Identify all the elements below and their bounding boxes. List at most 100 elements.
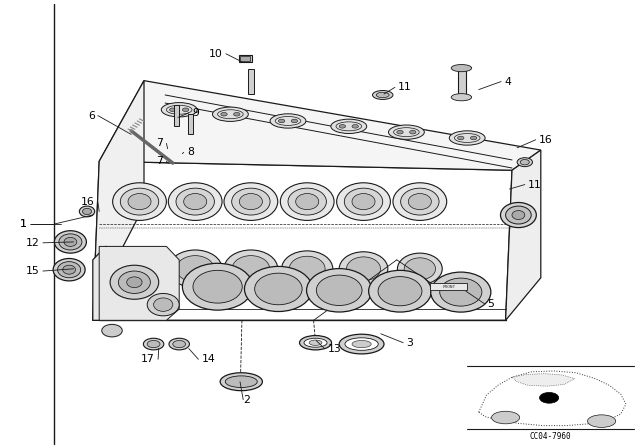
- Text: 1: 1: [20, 219, 27, 229]
- Text: 10: 10: [209, 49, 223, 59]
- Ellipse shape: [346, 257, 381, 281]
- Ellipse shape: [127, 277, 142, 288]
- Ellipse shape: [154, 298, 173, 311]
- Ellipse shape: [352, 340, 371, 348]
- Ellipse shape: [288, 188, 326, 215]
- Ellipse shape: [512, 211, 525, 220]
- Ellipse shape: [143, 338, 164, 350]
- Ellipse shape: [83, 208, 92, 215]
- Text: FRONT: FRONT: [442, 285, 455, 289]
- Ellipse shape: [352, 125, 358, 128]
- Text: 12: 12: [26, 238, 40, 248]
- Ellipse shape: [451, 94, 472, 101]
- Ellipse shape: [470, 136, 477, 140]
- Ellipse shape: [410, 130, 416, 134]
- Text: 11: 11: [398, 82, 412, 92]
- Ellipse shape: [376, 92, 389, 98]
- Ellipse shape: [113, 183, 166, 220]
- Ellipse shape: [244, 267, 312, 311]
- Text: 14: 14: [202, 354, 215, 364]
- Ellipse shape: [177, 256, 214, 282]
- Ellipse shape: [352, 194, 375, 210]
- Ellipse shape: [220, 373, 262, 391]
- Bar: [174, 105, 179, 126]
- Polygon shape: [93, 81, 144, 320]
- Text: 16: 16: [81, 198, 95, 207]
- Ellipse shape: [212, 107, 248, 121]
- Ellipse shape: [404, 258, 436, 280]
- Polygon shape: [99, 246, 179, 320]
- Text: CC04-7960: CC04-7960: [529, 432, 572, 441]
- Ellipse shape: [588, 415, 616, 427]
- Ellipse shape: [451, 65, 472, 72]
- Ellipse shape: [232, 256, 269, 282]
- Polygon shape: [479, 371, 626, 426]
- Polygon shape: [93, 161, 512, 320]
- Ellipse shape: [182, 108, 189, 112]
- Ellipse shape: [540, 392, 559, 403]
- Ellipse shape: [54, 231, 86, 253]
- Ellipse shape: [161, 103, 197, 117]
- Text: 11: 11: [528, 180, 541, 190]
- Bar: [188, 114, 193, 134]
- Ellipse shape: [193, 270, 243, 303]
- Ellipse shape: [63, 265, 76, 274]
- Ellipse shape: [431, 272, 491, 312]
- Ellipse shape: [369, 270, 431, 312]
- Text: 1: 1: [20, 219, 27, 229]
- Ellipse shape: [344, 188, 383, 215]
- Ellipse shape: [168, 250, 222, 288]
- Ellipse shape: [339, 125, 346, 128]
- Ellipse shape: [280, 183, 334, 220]
- Polygon shape: [93, 246, 128, 320]
- Ellipse shape: [397, 253, 442, 284]
- Ellipse shape: [397, 130, 403, 134]
- Ellipse shape: [113, 250, 166, 288]
- Ellipse shape: [500, 202, 536, 228]
- Ellipse shape: [309, 340, 322, 345]
- Ellipse shape: [168, 183, 222, 220]
- Ellipse shape: [289, 256, 325, 281]
- Ellipse shape: [255, 273, 302, 305]
- Ellipse shape: [102, 324, 122, 337]
- Ellipse shape: [221, 112, 227, 116]
- Ellipse shape: [304, 338, 327, 347]
- Bar: [239, 55, 252, 62]
- Ellipse shape: [331, 119, 367, 134]
- Ellipse shape: [337, 183, 390, 220]
- Ellipse shape: [440, 278, 482, 306]
- Ellipse shape: [224, 250, 278, 288]
- Ellipse shape: [339, 334, 384, 354]
- Ellipse shape: [282, 251, 333, 287]
- Ellipse shape: [121, 256, 158, 282]
- Ellipse shape: [120, 188, 159, 215]
- Ellipse shape: [239, 194, 262, 210]
- Ellipse shape: [300, 336, 332, 350]
- Ellipse shape: [59, 234, 82, 250]
- Text: 8: 8: [187, 147, 194, 157]
- Ellipse shape: [184, 194, 207, 210]
- Ellipse shape: [64, 237, 77, 246]
- Ellipse shape: [182, 263, 253, 310]
- Ellipse shape: [393, 183, 447, 220]
- Text: 3: 3: [406, 338, 413, 348]
- Ellipse shape: [173, 340, 186, 348]
- Bar: [430, 283, 467, 290]
- Text: 13: 13: [328, 344, 341, 353]
- Text: 6: 6: [88, 111, 95, 121]
- Ellipse shape: [378, 276, 422, 306]
- Ellipse shape: [147, 293, 179, 316]
- Text: 15: 15: [26, 266, 40, 276]
- Ellipse shape: [520, 159, 529, 165]
- Ellipse shape: [58, 262, 81, 278]
- Ellipse shape: [170, 108, 176, 112]
- Ellipse shape: [270, 114, 306, 128]
- Ellipse shape: [147, 340, 160, 348]
- Ellipse shape: [401, 188, 439, 215]
- Ellipse shape: [232, 188, 270, 215]
- Ellipse shape: [408, 194, 431, 210]
- Ellipse shape: [53, 258, 85, 281]
- Ellipse shape: [296, 194, 319, 210]
- Ellipse shape: [128, 194, 151, 210]
- Ellipse shape: [492, 411, 520, 424]
